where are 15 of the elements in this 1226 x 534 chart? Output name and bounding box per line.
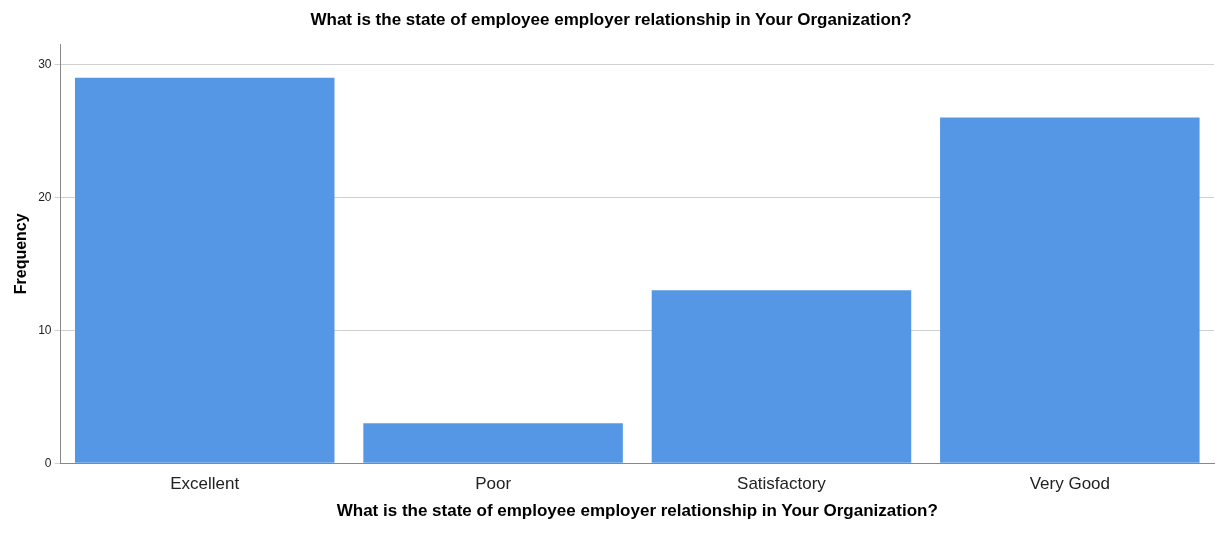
bar xyxy=(363,423,623,463)
bar xyxy=(940,117,1200,463)
x-axis-title: What is the state of employee employer relationship in Your Organization? xyxy=(336,501,938,521)
y-tick-label: 20 xyxy=(38,189,52,204)
x-tick-label: Satisfactory xyxy=(737,474,827,494)
bar xyxy=(651,290,912,463)
bar xyxy=(74,77,335,463)
y-axis-title: Frequency xyxy=(12,213,30,295)
y-tick-label: 10 xyxy=(38,322,52,337)
x-tick-label: Very Good xyxy=(1029,474,1110,494)
y-tick-label: 0 xyxy=(44,455,52,470)
x-tick-label: Poor xyxy=(475,474,512,494)
x-tick-label: Excellent xyxy=(170,474,240,494)
y-tick-label: 30 xyxy=(38,56,52,71)
chart-title: What is the state of employee employer relationship in Your Organization? xyxy=(310,9,912,29)
